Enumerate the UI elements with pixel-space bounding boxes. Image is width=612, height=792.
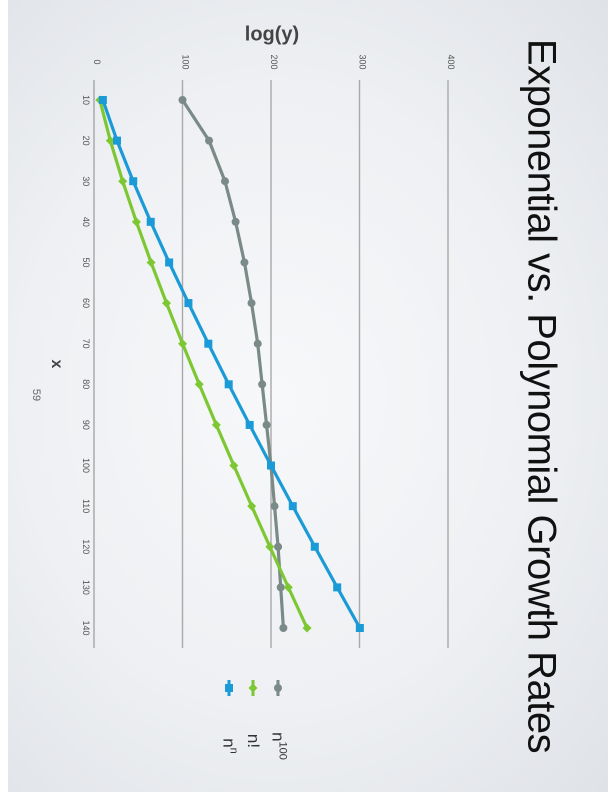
point-nn-80 <box>224 380 233 389</box>
x-tick-label-130: 130 <box>81 580 91 595</box>
point-nn-110 <box>288 502 297 511</box>
point-n100-60 <box>247 299 256 308</box>
x-tick-label-100: 100 <box>81 458 91 473</box>
x-tick-label-90: 90 <box>81 420 91 430</box>
point-n--90 <box>211 420 221 430</box>
x-tick-label-40: 40 <box>81 217 91 227</box>
x-tick-label-80: 80 <box>81 379 91 389</box>
point-n100-10 <box>178 96 187 104</box>
point-n--40 <box>131 217 141 227</box>
point-n100-140 <box>279 624 288 632</box>
point-n100-70 <box>253 339 262 348</box>
legend-label-n100: n100 <box>268 732 289 760</box>
x-tick-label-60: 60 <box>81 298 91 308</box>
y-tick-label-100: 100 <box>181 54 191 69</box>
legend-marker-n100 <box>274 684 282 692</box>
point-n100-20 <box>205 136 214 145</box>
x-tick-label-30: 30 <box>81 176 91 186</box>
point-nn-90 <box>245 420 254 429</box>
legend-marker-n- <box>248 683 258 693</box>
point-n100-120 <box>274 542 283 551</box>
legend-marker-nn <box>225 684 233 692</box>
y-tick-label-0: 0 <box>92 59 102 64</box>
point-nn-30 <box>129 177 138 186</box>
growth-rate-chart: 0 100 200 300 400 10 20 30 40 50 60 70 80 90 100 110 120… <box>81 54 456 696</box>
point-n100-50 <box>240 258 249 267</box>
point-n--100 <box>229 461 239 471</box>
point-n--20 <box>105 136 115 146</box>
point-nn-10 <box>98 96 107 104</box>
point-nn-70 <box>204 339 213 348</box>
point-n100-130 <box>276 583 285 592</box>
x-tick-label-140: 140 <box>81 620 91 635</box>
series-line-n100 <box>180 98 285 630</box>
point-nn-50 <box>165 258 174 267</box>
point-nn-120 <box>310 542 319 551</box>
point-n100-110 <box>270 502 279 511</box>
point-n--130 <box>283 582 293 592</box>
point-nn-130 <box>333 583 342 592</box>
point-n--60 <box>161 298 171 308</box>
legend-label-nn: nn <box>219 738 240 754</box>
point-n100-40 <box>231 217 240 226</box>
x-tick-label-120: 120 <box>81 539 91 554</box>
y-tick-label-400: 400 <box>446 54 456 69</box>
x-tick-label-10: 10 <box>81 95 91 105</box>
y-tick-label-300: 300 <box>358 54 368 69</box>
legend-label-n-: n! <box>244 733 263 749</box>
point-nn-140 <box>355 624 364 632</box>
x-tick-label-50: 50 <box>81 257 91 267</box>
y-axis-label: log(y) <box>244 23 300 46</box>
point-n--110 <box>247 501 257 511</box>
point-n--140 <box>302 623 312 633</box>
point-n100-30 <box>220 177 229 186</box>
x-tick-label-20: 20 <box>81 136 91 146</box>
point-n--120 <box>265 542 275 552</box>
series-line-n- <box>98 98 309 630</box>
x-axis-label: x <box>48 359 65 369</box>
point-nn-100 <box>267 461 275 470</box>
point-nn-60 <box>184 299 193 308</box>
y-tick-label-200: 200 <box>269 54 279 69</box>
point-n100-80 <box>258 380 267 389</box>
slide-title: Exponential vs. Polynomial Growth Rates <box>519 38 564 754</box>
x-tick-label-110: 110 <box>81 499 91 513</box>
point-nn-20 <box>113 136 122 145</box>
point-n--70 <box>178 339 188 349</box>
point-n100-90 <box>262 420 271 429</box>
series-line-nn <box>101 98 362 630</box>
point-n--50 <box>146 257 156 267</box>
x-tick-label-70: 70 <box>81 339 91 349</box>
page-number: 59 <box>30 388 42 402</box>
point-n--80 <box>194 379 204 389</box>
point-nn-40 <box>146 217 155 226</box>
slide: 0 100 200 300 400 10 20 30 40 50 60 70 80 90 100 110 120… <box>8 0 608 792</box>
point-n--30 <box>118 176 128 186</box>
